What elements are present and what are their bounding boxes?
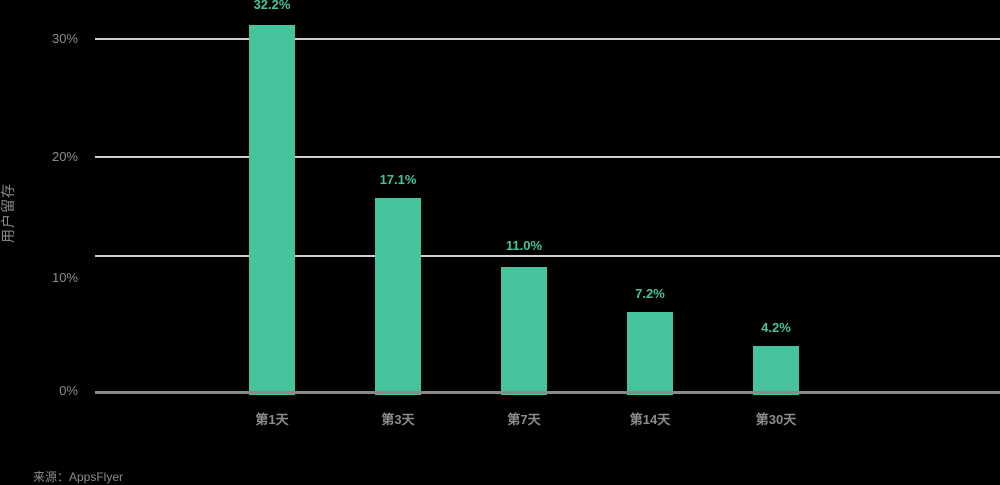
- x-tick-day-30: 第30天: [755, 412, 797, 427]
- value-label-day-1: 32.2%: [253, 0, 291, 12]
- value-label-day-30: 4.2%: [761, 320, 791, 335]
- x-tick-day-14: 第14天: [629, 412, 671, 427]
- bar-day-30: [753, 346, 799, 395]
- source-note: 来源：AppsFlyer: [33, 470, 124, 484]
- y-tick-30: 30%: [51, 31, 78, 46]
- bar-day-7: [501, 267, 547, 395]
- x-tick-day-3: 第3天: [381, 412, 415, 427]
- x-tick-day-1: 第1天: [255, 412, 289, 427]
- value-label-day-7: 11.0%: [505, 238, 543, 253]
- x-tick-day-7: 第7天: [507, 412, 541, 427]
- y-tick-0: 0%: [59, 383, 78, 398]
- bar-day-3: [375, 198, 421, 395]
- value-label-day-3: 17.1%: [379, 172, 417, 187]
- x-axis-baseline: [95, 391, 1000, 394]
- bar-day-14: [627, 312, 673, 395]
- gridline-10: [95, 255, 1000, 257]
- value-label-day-14: 7.2%: [635, 286, 665, 301]
- gridline-20: [95, 156, 1000, 158]
- y-tick-10: 10%: [51, 270, 78, 285]
- y-axis-title: 用户留存: [0, 183, 16, 243]
- bar-day-1: [249, 25, 295, 395]
- gridline-30: [95, 38, 1000, 40]
- y-tick-20: 20%: [51, 149, 78, 164]
